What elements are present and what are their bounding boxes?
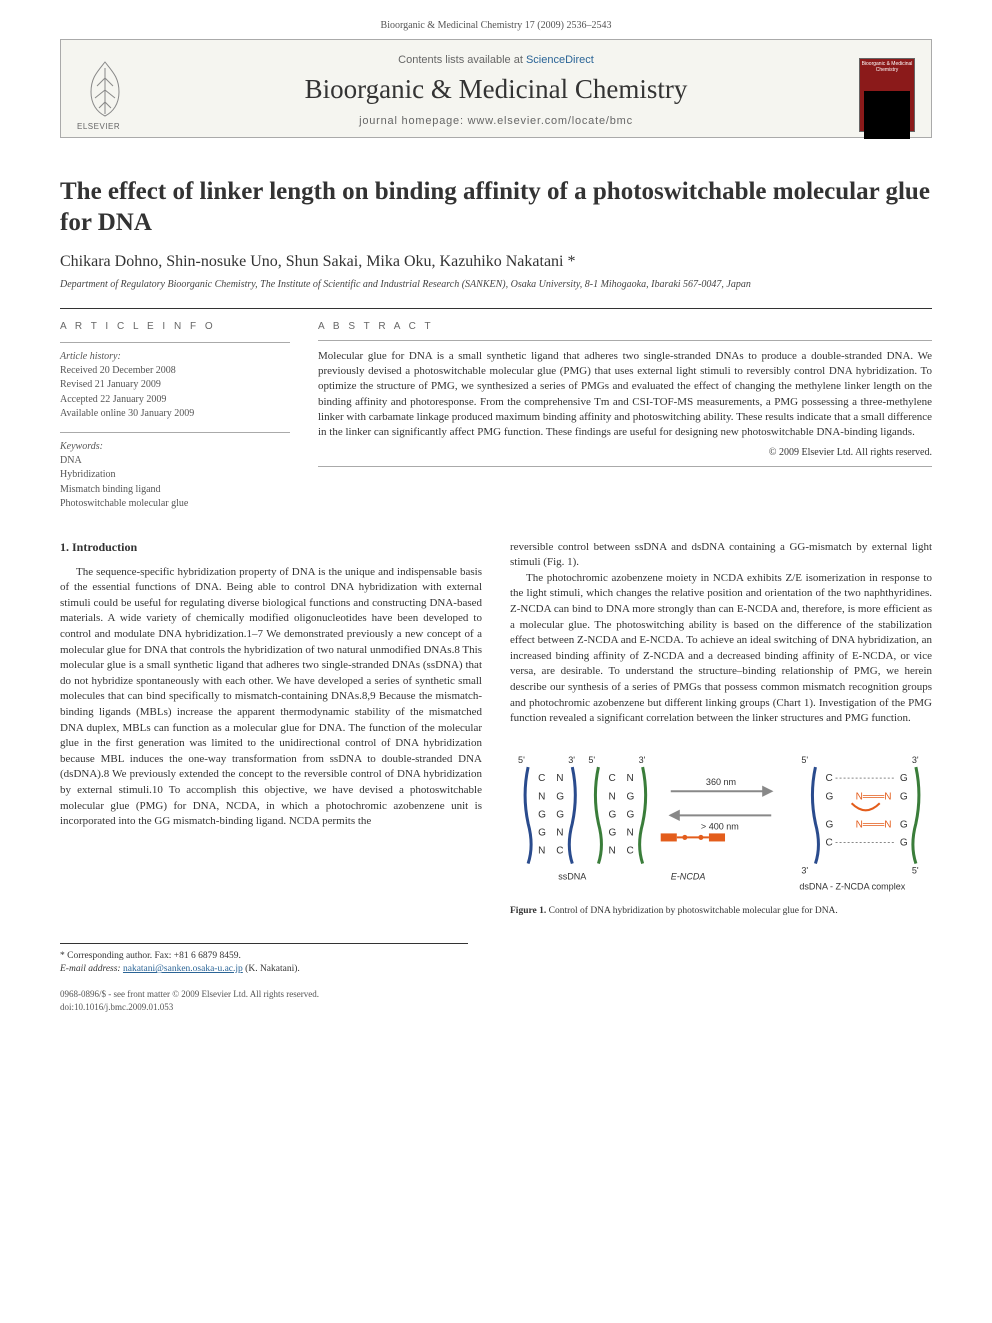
svg-text:G: G [608, 827, 616, 838]
abstract-text: Molecular glue for DNA is a small synthe… [318, 349, 932, 441]
front-matter-line: 0968-0896/$ - see front matter © 2009 El… [60, 988, 932, 1000]
corresponding-author-footnote: * Corresponding author. Fax: +81 6 6879 … [60, 943, 468, 977]
svg-text:G: G [825, 819, 833, 830]
sciencedirect-link[interactable]: ScienceDirect [526, 54, 594, 66]
svg-text:G: G [627, 791, 635, 802]
svg-text:N: N [556, 827, 563, 838]
svg-text:N: N [608, 791, 615, 802]
svg-text:N: N [538, 845, 545, 856]
history-label: Article history: [60, 351, 290, 362]
journal-header-box: ELSEVIER Bioorganic & Medicinal Chemistr… [60, 39, 932, 138]
intro-paragraph-3: The photochromic azobenzene moiety in NC… [510, 571, 932, 727]
dsdna-complex-label: dsDNA - Z-NCDA complex [799, 881, 905, 891]
abstract-copyright: © 2009 Elsevier Ltd. All rights reserved… [318, 447, 932, 458]
journal-cover-thumbnail[interactable]: Bioorganic & Medicinal Chemistry [859, 58, 915, 132]
doi-line: doi:10.1016/j.bmc.2009.01.053 [60, 1001, 932, 1013]
figure-1-diagram: 5' 3' 5' 3' CN NG GG GN NC CN [510, 745, 932, 896]
wavelength-400: > 400 nm [701, 821, 739, 831]
contents-available-line: Contents lists available at ScienceDirec… [79, 54, 913, 66]
svg-text:5': 5' [801, 755, 808, 765]
svg-text:N: N [556, 773, 563, 784]
body-two-column: 1. Introduction The sequence-specific hy… [60, 540, 932, 917]
elsevier-tree-icon [77, 58, 133, 120]
svg-text:N: N [538, 791, 545, 802]
svg-text:G: G [556, 809, 564, 820]
affiliation: Department of Regulatory Bioorganic Chem… [60, 279, 932, 290]
svg-text:G: G [900, 819, 908, 830]
svg-text:C: C [608, 773, 615, 784]
svg-text:G: G [627, 809, 635, 820]
online-date: Available online 30 January 2009 [60, 407, 290, 422]
email-label: E-mail address: [60, 964, 123, 974]
keyword: Photoswitchable molecular glue [60, 497, 290, 512]
svg-text:G: G [900, 773, 908, 784]
email-suffix: (K. Nakatani). [243, 964, 300, 974]
svg-text:G: G [556, 791, 564, 802]
svg-text:N═══N: N═══N [856, 819, 892, 830]
keyword: Mismatch binding ligand [60, 483, 290, 498]
accepted-date: Accepted 22 January 2009 [60, 393, 290, 408]
svg-text:C: C [825, 773, 832, 784]
figure-label: Figure 1. [510, 906, 546, 916]
corr-author-line: * Corresponding author. Fax: +81 6 6879 … [60, 950, 468, 963]
keyword: DNA [60, 454, 290, 469]
svg-text:3': 3' [801, 865, 808, 875]
cover-label: Bioorganic & Medicinal Chemistry [860, 59, 914, 73]
ssdna-label: ssDNA [558, 871, 586, 881]
received-date: Received 20 December 2008 [60, 364, 290, 379]
intro-heading: 1. Introduction [60, 540, 482, 555]
running-head: Bioorganic & Medicinal Chemistry 17 (200… [0, 0, 992, 39]
svg-text:G: G [900, 837, 908, 848]
svg-text:C: C [627, 845, 634, 856]
svg-text:G: G [900, 791, 908, 802]
figure-caption-text: Control of DNA hybridization by photoswi… [546, 906, 838, 916]
abstract-block: A B S T R A C T Molecular glue for DNA i… [318, 321, 932, 512]
article-info-heading: A R T I C L E I N F O [60, 321, 290, 332]
revised-date: Revised 21 January 2009 [60, 378, 290, 393]
svg-text:5': 5' [912, 865, 919, 875]
info-abstract-row: A R T I C L E I N F O Article history: R… [60, 308, 932, 512]
article-title: The effect of linker length on binding a… [60, 176, 932, 239]
abstract-heading: A B S T R A C T [318, 321, 932, 332]
svg-text:C: C [825, 837, 832, 848]
citation-text: Bioorganic & Medicinal Chemistry 17 (200… [381, 20, 612, 31]
bottom-copyright-block: 0968-0896/$ - see front matter © 2009 El… [60, 988, 932, 1012]
publisher-name: ELSEVIER [77, 122, 120, 131]
email-link[interactable]: nakatani@sanken.osaka-u.ac.jp [123, 964, 243, 974]
e-ncda-label: E-NCDA [671, 871, 706, 881]
svg-text:G: G [825, 791, 833, 802]
svg-text:G: G [538, 827, 546, 838]
svg-text:G: G [538, 809, 546, 820]
keyword: Hybridization [60, 468, 290, 483]
keywords-label: Keywords: [60, 441, 290, 452]
article-info-block: A R T I C L E I N F O Article history: R… [60, 321, 290, 512]
svg-text:N═══N: N═══N [856, 791, 892, 802]
wavelength-360: 360 nm [706, 777, 736, 787]
three-prime-label: 3' [568, 755, 575, 765]
journal-homepage: journal homepage: www.elsevier.com/locat… [79, 115, 913, 127]
svg-text:C: C [538, 773, 545, 784]
svg-text:3': 3' [639, 755, 646, 765]
right-column: reversible control between ssDNA and dsD… [510, 540, 932, 917]
svg-text:N: N [608, 845, 615, 856]
intro-paragraph-2: reversible control between ssDNA and dsD… [510, 540, 932, 571]
five-prime-label: 5' [518, 755, 525, 765]
svg-text:5': 5' [588, 755, 595, 765]
svg-text:N: N [627, 773, 634, 784]
svg-text:C: C [556, 845, 563, 856]
svg-text:N: N [627, 827, 634, 838]
svg-text:G: G [608, 809, 616, 820]
author-list: Chikara Dohno, Shin-nosuke Uno, Shun Sak… [60, 253, 932, 271]
left-column: 1. Introduction The sequence-specific hy… [60, 540, 482, 917]
figure-1-caption: Figure 1. Control of DNA hybridization b… [510, 905, 932, 917]
journal-name: Bioorganic & Medicinal Chemistry [79, 74, 913, 105]
svg-text:3': 3' [912, 755, 919, 765]
figure-1: 5' 3' 5' 3' CN NG GG GN NC CN [510, 745, 932, 917]
intro-paragraph-1: The sequence-specific hybridization prop… [60, 565, 482, 830]
